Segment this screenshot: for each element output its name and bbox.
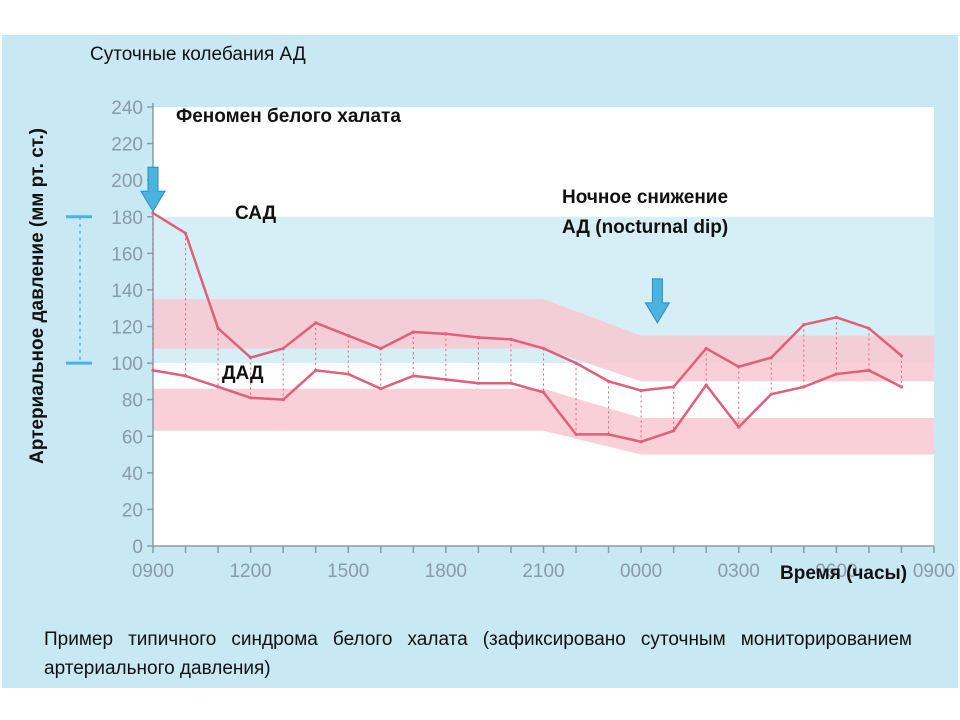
data-point-dad <box>606 432 611 437</box>
data-point-dad <box>899 385 904 389</box>
y-tick-label: 80 <box>122 391 143 412</box>
x-tick-label: 0900 <box>913 561 955 582</box>
data-point-sad <box>606 379 611 383</box>
normal-range-band-diastolic <box>153 388 934 455</box>
x-tick-label: 0000 <box>620 561 662 582</box>
x-tick-label: 1500 <box>327 561 369 582</box>
data-point-dad <box>249 396 253 400</box>
data-point-dad <box>183 374 188 378</box>
data-point-dad <box>769 392 773 396</box>
data-point-sad <box>476 335 481 340</box>
nocturnal-dip-label-line1: Ночное снижение <box>562 187 729 208</box>
data-point-sad <box>541 346 546 351</box>
y-tick-label: 220 <box>111 135 143 156</box>
y-tick-label: 120 <box>111 318 143 339</box>
data-point-dad <box>444 377 448 382</box>
y-axis-label: Артериальное давление (мм рт. ст.) <box>27 128 48 464</box>
y-tick-label: 160 <box>111 244 143 265</box>
data-point-dad <box>704 383 708 387</box>
y-tick-label: 60 <box>122 427 143 448</box>
white-coat-label: Феномен белого халата <box>176 106 401 127</box>
sad-label: САД <box>235 203 277 224</box>
data-point-sad <box>509 337 513 341</box>
data-point-dad <box>834 372 838 376</box>
x-axis-label: Время (часы) <box>780 563 908 584</box>
data-point-sad <box>769 355 773 360</box>
data-point-dad <box>151 368 155 372</box>
data-point-sad <box>639 388 643 393</box>
data-point-sad <box>737 365 741 369</box>
data-point-sad <box>249 355 253 360</box>
x-tick-label: 0300 <box>718 561 760 582</box>
data-point-sad <box>281 346 285 351</box>
data-point-dad <box>346 372 350 376</box>
y-tick-label: 20 <box>122 500 143 521</box>
y-tick-label: 0 <box>132 537 143 558</box>
chart-title: Суточные колебания АД <box>90 44 306 65</box>
data-point-dad <box>314 368 318 372</box>
data-point-dad <box>737 425 741 429</box>
y-tick-label: 100 <box>111 354 143 375</box>
data-point-sad <box>672 385 676 389</box>
data-point-sad <box>411 330 415 334</box>
data-point-dad <box>411 374 415 378</box>
x-tick-label: 0600 <box>815 561 857 582</box>
data-point-dad <box>216 385 220 389</box>
y-tick-label: 40 <box>122 464 143 485</box>
data-point-dad <box>867 368 871 372</box>
data-point-sad <box>867 326 871 330</box>
data-point-dad <box>802 385 806 389</box>
data-point-sad <box>183 231 188 235</box>
dad-label: ДАД <box>222 363 264 384</box>
y-tick-label: 200 <box>111 171 143 192</box>
data-point-dad <box>379 387 383 391</box>
x-tick-label: 0900 <box>132 561 174 582</box>
x-tick-label: 2100 <box>522 561 564 582</box>
data-point-dad <box>281 398 285 402</box>
data-point-sad <box>346 334 350 338</box>
series-line-dad <box>152 369 903 443</box>
data-point-dad <box>672 429 676 433</box>
data-point-sad <box>444 332 448 336</box>
data-point-dad <box>541 390 546 394</box>
data-point-dad <box>476 381 481 385</box>
x-tick-label: 1800 <box>425 561 467 582</box>
data-point-sad <box>151 211 155 215</box>
figure-caption: Пример типичного синдрома белого халата … <box>44 629 912 679</box>
normal-range-band-systolic <box>153 299 934 382</box>
data-point-sad <box>899 354 904 358</box>
data-point-sad <box>314 321 318 325</box>
nocturnal-dip-arrow-icon <box>644 278 671 324</box>
data-point-sad <box>216 326 220 330</box>
data-point-dad <box>509 381 513 385</box>
white-coat-arrow-icon <box>140 166 166 213</box>
data-point-dad <box>574 432 578 437</box>
series-line-sad <box>152 212 903 392</box>
data-point-sad <box>704 346 708 351</box>
data-point-sad <box>802 323 806 327</box>
data-point-sad <box>574 361 578 365</box>
x-tick-label: 1200 <box>229 561 271 582</box>
y-tick-label: 240 <box>111 98 143 119</box>
y-tick-label: 140 <box>111 281 143 302</box>
data-point-sad <box>379 346 383 351</box>
data-point-dad <box>639 440 643 444</box>
data-point-sad <box>834 315 838 319</box>
y-tick-label: 180 <box>111 208 143 229</box>
nocturnal-dip-label-line2: АД (nocturnal dip) <box>562 217 729 238</box>
